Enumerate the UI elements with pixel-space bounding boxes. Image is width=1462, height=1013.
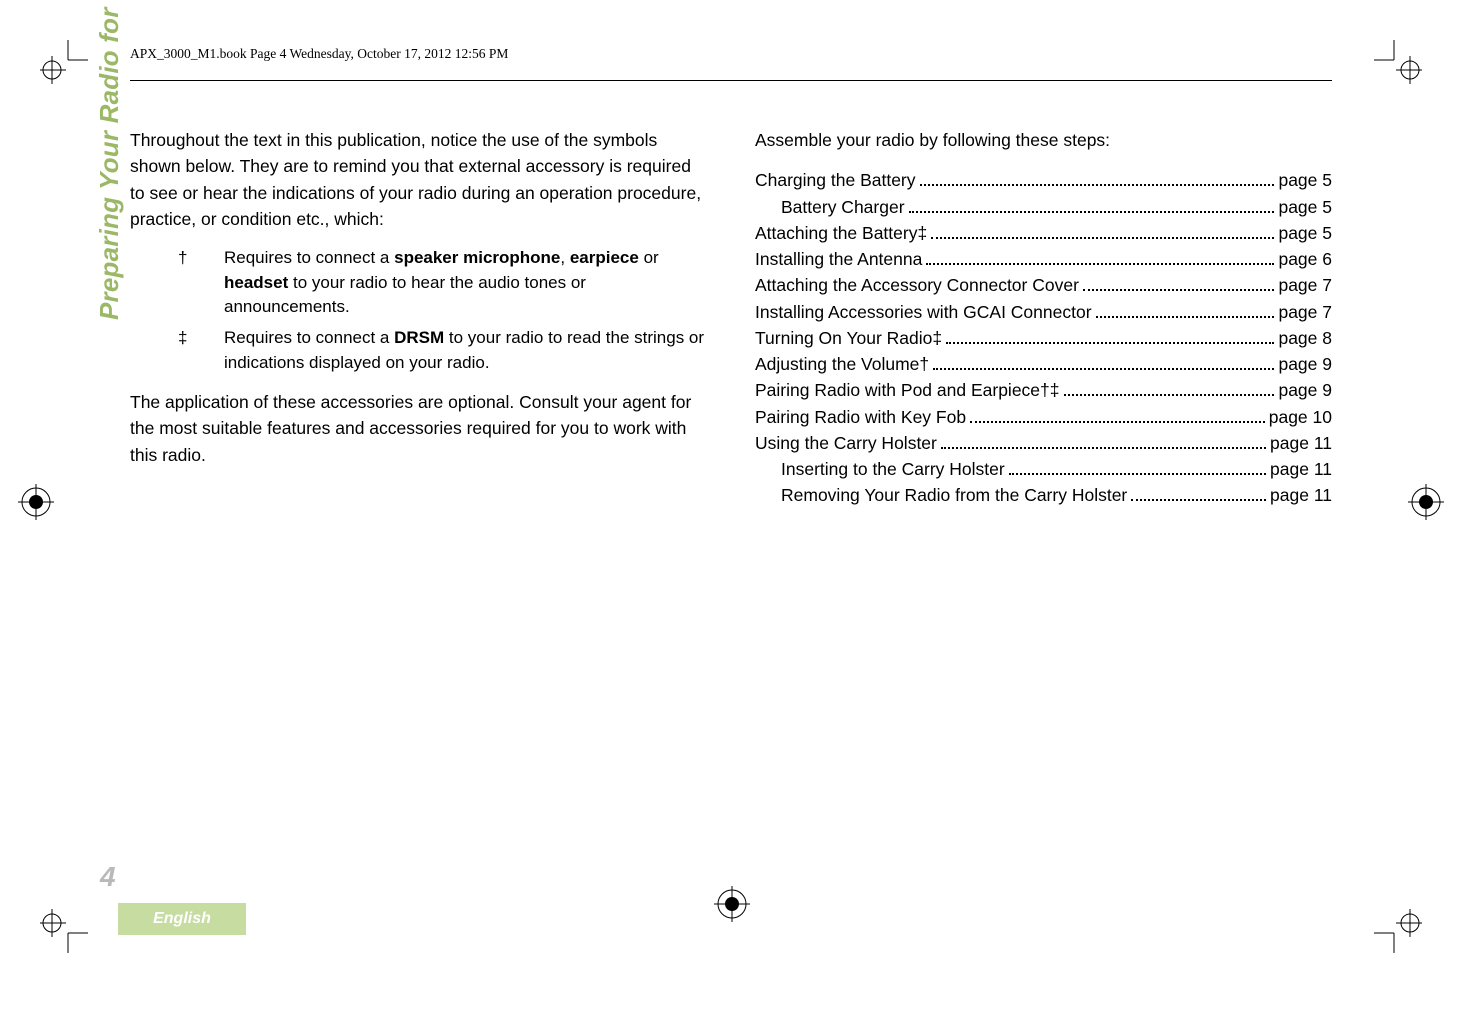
toc-dot-leader (1131, 484, 1266, 502)
toc-line: Attaching the Battery‡ page 5 (755, 220, 1332, 246)
toc-label: Attaching the Battery‡ (755, 220, 927, 246)
toc-dot-leader (1096, 300, 1275, 318)
toc-page-ref: page 7 (1278, 299, 1332, 325)
toc-page-ref: page 5 (1278, 194, 1332, 220)
right-column: Assemble your radio by following these s… (755, 127, 1332, 509)
toc-label: Turning On Your Radio‡ (755, 325, 942, 351)
toc-label: Installing the Antenna (755, 246, 922, 272)
toc-line: Inserting to the Carry Holster page 11 (755, 456, 1332, 482)
double-dagger-text: Requires to connect a DRSM to your radio… (224, 326, 707, 375)
toc-dot-leader (946, 326, 1274, 344)
toc-dot-leader (1009, 457, 1266, 475)
intro-paragraph: Throughout the text in this publication,… (130, 127, 707, 232)
crop-mark-bottom-right (1374, 905, 1422, 953)
toc-page-ref: page 9 (1278, 377, 1332, 403)
page-number: 4 (100, 861, 116, 893)
section-side-tab: Preparing Your Radio for Use (94, 0, 125, 320)
registration-mark-right (1408, 484, 1444, 520)
language-tab: English (118, 903, 246, 935)
left-column: Throughout the text in this publication,… (130, 127, 707, 509)
running-head: APX_3000_M1.book Page 4 Wednesday, Octob… (130, 46, 1332, 62)
dagger-mark: † (178, 246, 194, 320)
toc-page-ref: page 5 (1278, 220, 1332, 246)
toc-line: Pairing Radio with Key Fob page 10 (755, 404, 1332, 430)
toc-dot-leader (931, 221, 1274, 239)
rule-divider (130, 80, 1332, 81)
toc-line: Charging the Battery page 5 (755, 167, 1332, 193)
toc-line: Battery Charger page 5 (755, 194, 1332, 220)
toc-page-ref: page 8 (1278, 325, 1332, 351)
crop-mark-top-right (1374, 40, 1422, 88)
crop-mark-bottom-left (40, 905, 88, 953)
toc-page-ref: page 5 (1278, 167, 1332, 193)
toc-dot-leader (1083, 274, 1275, 292)
toc-page-ref: page 9 (1278, 351, 1332, 377)
toc-dot-leader (941, 431, 1266, 449)
toc-dot-leader (926, 247, 1274, 265)
toc-page-ref: page 10 (1269, 404, 1332, 430)
toc-line: Attaching the Accessory Connector Cover p… (755, 272, 1332, 298)
toc-label: Pairing Radio with Key Fob (755, 404, 966, 430)
toc-page-ref: page 7 (1278, 272, 1332, 298)
toc-line: Installing the Antenna page 6 (755, 246, 1332, 272)
toc-page-ref: page 11 (1270, 430, 1332, 456)
toc-line: Installing Accessories with GCAI Connect… (755, 299, 1332, 325)
toc-label: Attaching the Accessory Connector Cover (755, 272, 1079, 298)
two-column-layout: Throughout the text in this publication,… (130, 127, 1332, 509)
toc-line: Adjusting the Volume† page 9 (755, 351, 1332, 377)
toc-page-ref: page 11 (1270, 482, 1332, 508)
toc-label: Battery Charger (781, 194, 905, 220)
toc-dot-leader (1064, 379, 1275, 397)
toc-dot-leader (933, 352, 1274, 370)
toc-label: Inserting to the Carry Holster (781, 456, 1005, 482)
crop-mark-top-left (40, 40, 88, 88)
language-label: English (153, 910, 211, 928)
toc-label: Adjusting the Volume† (755, 351, 929, 377)
toc-dot-leader (920, 169, 1275, 187)
toc-line: Turning On Your Radio‡ page 8 (755, 325, 1332, 351)
symbol-double-dagger: ‡ Requires to connect a DRSM to your rad… (178, 326, 707, 375)
toc-page-ref: page 6 (1278, 246, 1332, 272)
toc-page-ref: page 11 (1270, 456, 1332, 482)
double-dagger-mark: ‡ (178, 326, 194, 375)
symbol-dagger: † Requires to connect a speaker micropho… (178, 246, 707, 320)
assembly-intro: Assemble your radio by following these s… (755, 127, 1332, 153)
dagger-text: Requires to connect a speaker microphone… (224, 246, 707, 320)
table-of-contents: Charging the Batterypage 5Battery Charge… (755, 167, 1332, 508)
toc-label: Charging the Battery (755, 167, 916, 193)
toc-label: Installing Accessories with GCAI Connect… (755, 299, 1092, 325)
closing-paragraph: The application of these accessories are… (130, 389, 707, 468)
registration-mark-left (18, 484, 54, 520)
symbol-definitions: † Requires to connect a speaker micropho… (130, 246, 707, 375)
toc-dot-leader (970, 405, 1265, 423)
toc-line: Removing Your Radio from the Carry Holst… (755, 482, 1332, 508)
toc-dot-leader (909, 195, 1275, 213)
toc-label: Pairing Radio with Pod and Earpiece†‡ (755, 377, 1060, 403)
toc-label: Using the Carry Holster (755, 430, 937, 456)
page-content: APX_3000_M1.book Page 4 Wednesday, Octob… (130, 46, 1332, 953)
toc-label: Removing Your Radio from the Carry Holst… (781, 482, 1127, 508)
toc-line: Pairing Radio with Pod and Earpiece†‡ pag… (755, 377, 1332, 403)
toc-line: Using the Carry Holster page 11 (755, 430, 1332, 456)
